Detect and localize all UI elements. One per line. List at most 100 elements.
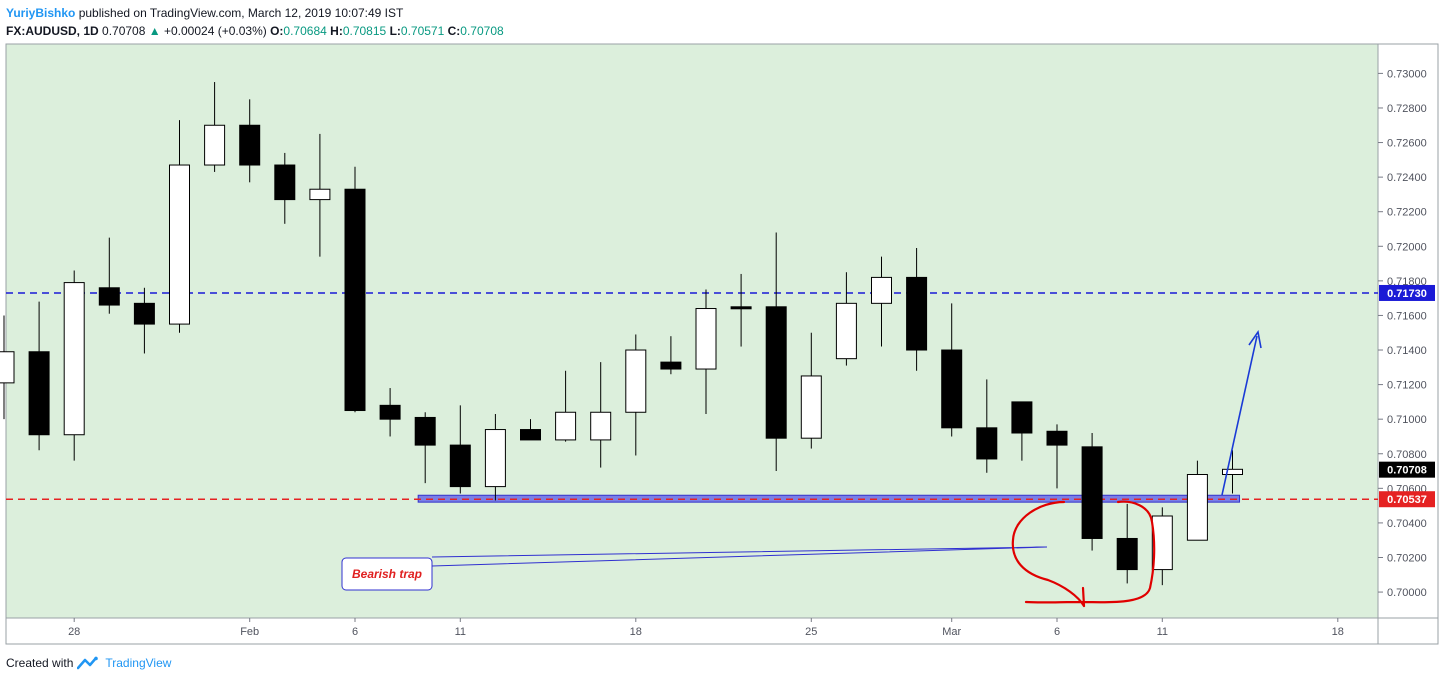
x-tick-label: 28 <box>68 626 80 638</box>
candle-body-bull <box>0 351 15 384</box>
candle <box>906 248 928 371</box>
x-tick-label: 11 <box>455 626 466 638</box>
candle <box>941 303 963 437</box>
candle <box>1046 424 1068 489</box>
candle-body-bear <box>344 188 366 412</box>
candle-body-bull <box>169 164 190 325</box>
x-tick-label: 18 <box>1332 626 1344 638</box>
candle-body-bear <box>1046 430 1068 446</box>
candle-body-bull <box>800 375 822 439</box>
last-price: 0.70708 <box>102 24 146 38</box>
tradingview-brand[interactable]: TradingView <box>105 656 172 670</box>
candle-body-bear <box>941 349 963 429</box>
candle <box>414 412 436 484</box>
candle-body-bull <box>204 124 226 166</box>
y-tick-label: 0.72600 <box>1387 138 1427 150</box>
support-price-tag <box>1379 491 1435 508</box>
candle <box>590 362 612 468</box>
candle-body-bull <box>484 429 506 488</box>
candle-body-bull <box>309 188 331 201</box>
candle-body-bear <box>449 444 471 488</box>
x-tick-label: 6 <box>1054 626 1060 638</box>
target-arrow-head <box>1248 329 1262 349</box>
candle <box>835 272 857 366</box>
candle <box>520 419 541 441</box>
support-price-label: 0.70537 <box>1387 494 1427 506</box>
candle-body-bear <box>730 306 752 310</box>
candle-body-bull <box>1222 468 1243 476</box>
y-tick-label: 0.71000 <box>1387 414 1427 426</box>
callout-text: Bearish trap <box>352 567 422 581</box>
created-with-label: Created with <box>6 656 74 670</box>
candle <box>660 336 682 375</box>
candle <box>98 237 120 314</box>
candle <box>555 370 577 442</box>
y-tick-label: 0.72800 <box>1387 103 1427 115</box>
x-tick-label: 11 <box>1157 626 1168 638</box>
candle <box>379 388 401 437</box>
candle <box>1116 503 1138 584</box>
candle <box>484 413 506 501</box>
candle-body-bear <box>765 306 787 439</box>
x-tick-label: 25 <box>805 626 817 638</box>
y-tick-label: 0.70000 <box>1387 587 1427 599</box>
candle-body-bear <box>239 124 261 166</box>
callout-pointer <box>431 546 1048 567</box>
candle-body-bear <box>274 164 296 201</box>
candle <box>28 301 50 451</box>
y-tick-label: 0.71600 <box>1387 310 1427 322</box>
candle-body-bear <box>98 287 120 306</box>
candle <box>1186 460 1208 541</box>
candle <box>239 99 261 183</box>
axis-corner <box>1377 617 1439 645</box>
last-price-price-tag <box>1379 461 1435 478</box>
candle-body-bear <box>133 302 155 325</box>
chart-area[interactable]: 0.73000 0.72800 0.72600 0.72400 0.72200 0.720… <box>0 40 1444 655</box>
bearish-trap-callout: Bearish trap <box>341 546 1048 591</box>
symbol-label: FX:AUDUSD, 1D <box>6 24 99 38</box>
footer: Created with TradingView <box>6 656 171 670</box>
candle <box>625 334 647 456</box>
candlestick-chart[interactable]: 0.73000 0.72800 0.72600 0.72400 0.72200 0.720… <box>0 40 1444 650</box>
y-tick-label: 0.71800 <box>1387 276 1427 288</box>
candle <box>204 82 226 172</box>
candle-body-bear <box>976 427 998 460</box>
author-name[interactable]: YuriyBishko <box>6 6 76 20</box>
resistance-price-label: 0.71730 <box>1387 288 1427 300</box>
candle <box>0 315 15 420</box>
low-label: L: <box>389 24 401 38</box>
candle-body-bull <box>625 349 647 413</box>
candle-body-bear <box>660 361 682 370</box>
candle-body-bull <box>871 276 892 304</box>
time-axis <box>5 617 1379 645</box>
candle-body-bull <box>1151 515 1173 571</box>
high-value: 0.70815 <box>342 24 387 38</box>
candle <box>1081 433 1103 551</box>
target-arrow-line <box>1221 335 1258 496</box>
candle-body-bear <box>1116 537 1138 571</box>
open-label: O: <box>270 24 284 38</box>
chart-header: YuriyBishko published on TradingView.com… <box>6 5 504 39</box>
candle <box>274 152 296 224</box>
candle-body-bear <box>906 276 928 351</box>
resistance-price-tag <box>1379 284 1435 301</box>
candle <box>169 120 190 333</box>
up-triangle-icon: ▲ <box>148 24 161 38</box>
x-tick-label: 18 <box>630 626 642 638</box>
candle-body-bull <box>835 302 857 360</box>
price-axis <box>1377 43 1439 619</box>
candle-body-bear <box>379 404 401 420</box>
y-tick-label: 0.70800 <box>1387 449 1427 461</box>
trap-highlight-circle <box>1011 500 1156 608</box>
y-tick-label: 0.70400 <box>1387 518 1427 530</box>
high-label: H: <box>330 24 343 38</box>
candle <box>1151 507 1173 586</box>
candle-body-bear <box>414 416 436 446</box>
candle <box>695 289 717 414</box>
candle-body-bear <box>28 351 50 436</box>
y-tick-label: 0.71200 <box>1387 380 1427 392</box>
candle <box>63 270 85 461</box>
candle-body-bear <box>1011 401 1033 434</box>
candle-body-bull <box>1186 474 1208 541</box>
x-tick-label: 6 <box>352 626 358 638</box>
